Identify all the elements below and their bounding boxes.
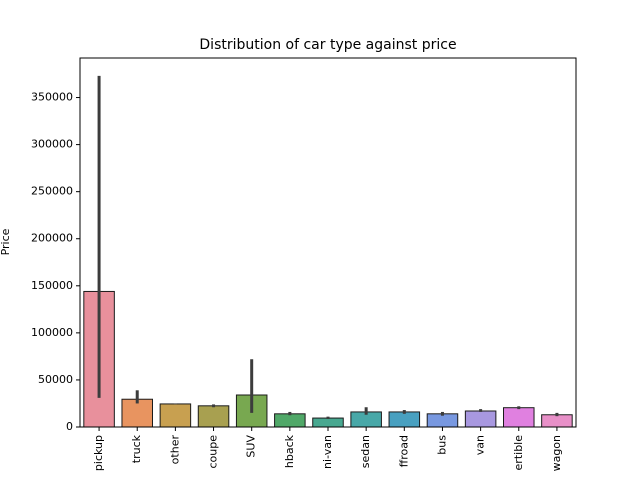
x-tick-label: ffroad (397, 435, 410, 467)
x-tick-label: ertible (512, 435, 525, 471)
y-tick-label: 100000 (31, 326, 73, 339)
x-tick-label: pickup (92, 435, 105, 471)
x-tick-label: bus (435, 435, 448, 455)
bar-other (159, 403, 192, 428)
x-tick-label: ni-van (321, 435, 334, 469)
bar-hatchback (274, 413, 306, 428)
bar-offroad (388, 411, 421, 428)
y-tick-label: 250000 (31, 185, 73, 198)
chart-title: Distribution of car type against price (199, 37, 456, 53)
bar-van (464, 410, 497, 428)
bar-convertible (503, 407, 535, 428)
y-tick-label: 150000 (31, 279, 73, 292)
x-tick-label: other (168, 435, 181, 465)
bar-coupe (197, 405, 230, 428)
bar-bus (426, 413, 459, 428)
bar-wagon (541, 414, 573, 428)
bar-mini-van (312, 417, 344, 428)
x-tick-label: van (474, 435, 487, 455)
x-tick-label: hback (283, 434, 296, 468)
y-tick-label: 0 (66, 420, 73, 433)
plot-frame (79, 57, 577, 428)
y-axis: 0 50000 100000 150000 200000 250000 300000 3500… (31, 91, 80, 433)
y-tick-label: 50000 (38, 373, 73, 386)
y-axis-label: Price (0, 228, 12, 255)
error-bars-group (97, 75, 559, 419)
y-tick-label: 350000 (31, 91, 73, 104)
x-tick-label: wagon (550, 435, 563, 471)
x-tick-label: truck (130, 434, 143, 463)
x-tick-label: coupe (207, 435, 220, 469)
bars-group (83, 290, 573, 428)
x-axis: pickup truck other coupe SUV hback ni-van sedan… (92, 427, 563, 471)
y-tick-label: 300000 (31, 138, 73, 151)
x-tick-label: sedan (359, 435, 372, 468)
x-tick-label: SUV (245, 435, 258, 458)
y-tick-label: 200000 (31, 232, 73, 245)
